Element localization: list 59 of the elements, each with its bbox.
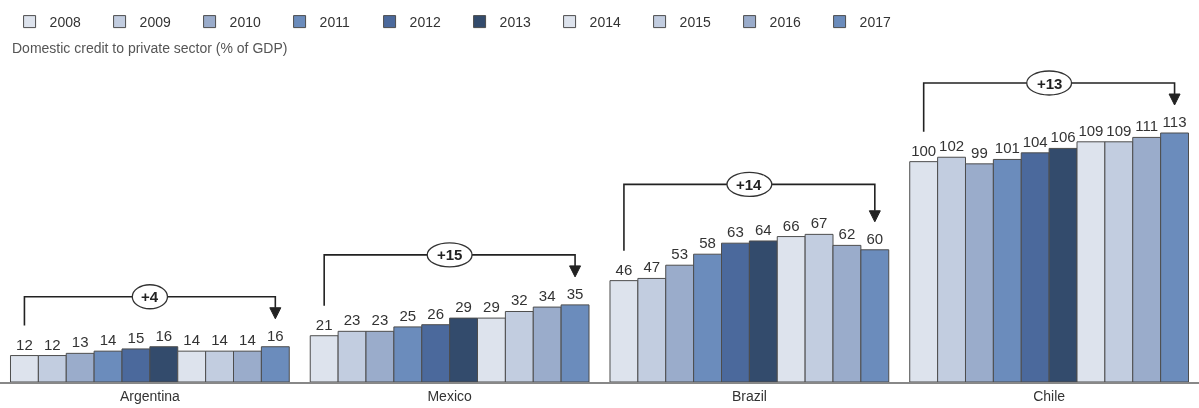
data-label: 106 [1050,128,1076,146]
annotation: +15 [437,246,463,263]
data-label: 23 [371,311,389,329]
legend-label: 2008 [49,14,81,31]
data-label: 14 [239,331,256,349]
data-label: 14 [183,331,201,349]
data-label: 35 [566,284,584,302]
annotation: +14 [736,176,763,193]
text: +13 [1037,75,1063,92]
x-tick-label: Chile [1033,387,1066,404]
data-label: 102 [939,137,965,155]
data-label: 64 [754,220,772,238]
data-label: 13 [71,333,89,351]
data-label: 47 [643,258,661,276]
legend-label: 2014 [589,14,621,31]
data-label: 21 [315,315,333,333]
legend-label: 2011 [319,14,350,31]
data-label: 12 [16,335,33,353]
data-label: 63 [727,223,744,241]
legend-label: 2012 [409,14,441,31]
data-label: 60 [866,229,884,247]
data-label: 66 [782,216,800,234]
data-label: 46 [615,260,633,278]
data-label: 100 [911,141,937,159]
x-tick-label: Mexico [427,387,473,404]
data-label: 101 [994,139,1020,157]
data-label: 12 [43,335,61,353]
data-label: 26 [427,304,445,322]
legend-label: 2017 [859,14,891,31]
legend-label: 2016 [769,14,801,31]
data-label: 16 [266,326,284,344]
data-label: 25 [399,306,417,324]
data-label: 34 [538,287,556,305]
data-label: 29 [483,298,500,316]
data-label: 58 [699,234,716,252]
data-label: 67 [810,214,828,232]
data-label: 32 [510,291,528,309]
x-tick-label: Brazil [731,387,767,404]
data-label: 113 [1162,113,1187,130]
legend-label: 2013 [499,14,531,31]
data-label: 109 [1106,121,1132,139]
data-label: 29 [455,298,472,316]
data-label: 15 [127,328,145,346]
data-label: 14 [99,331,117,349]
data-label: 23 [343,311,361,329]
data-label: 53 [671,245,689,263]
legend-label: 2015 [679,14,711,31]
x-tick-label: Argentina [119,387,181,404]
data-label: 62 [838,225,856,243]
legend-label: 2010 [229,14,261,31]
annotation: +4 [141,288,159,305]
data-label: 109 [1078,121,1104,139]
legend-label: 2009 [139,14,171,31]
data-label: 99 [971,143,988,161]
data-label: 14 [211,331,228,349]
chart-subtitle: Domestic credit to private sector (% of GDP) [11,39,288,56]
data-label: 16 [155,326,173,344]
data-label: 111 [1135,117,1159,135]
data-label: 104 [1022,132,1048,150]
